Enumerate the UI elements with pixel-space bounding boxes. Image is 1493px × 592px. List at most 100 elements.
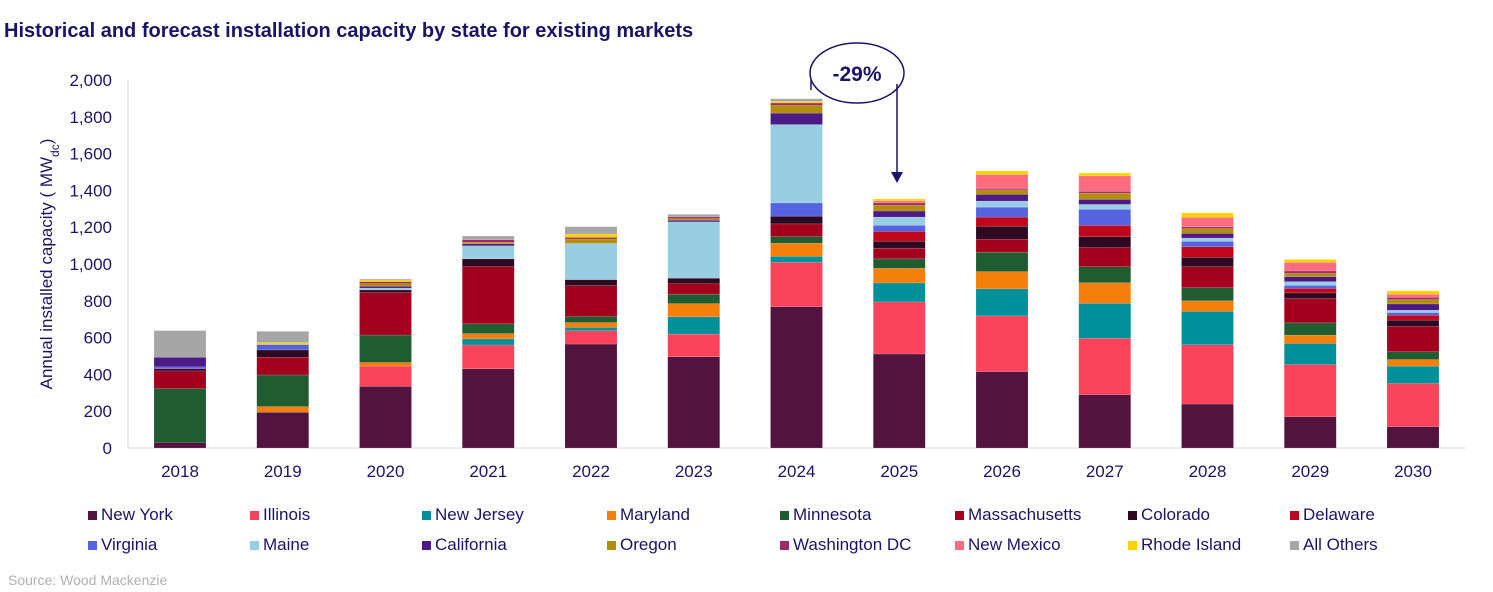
x-tick-label: 2026: [983, 462, 1021, 481]
bar-segment-all-others-2021: [462, 235, 515, 240]
bar-segment-rhode-island-2019: [256, 342, 309, 345]
bar-segment-massachusetts-2022: [564, 285, 618, 317]
bar-segment-new-mexico-2025: [873, 200, 926, 204]
bar-segment-minnesota-2019: [256, 374, 309, 407]
bar-segment-maryland-2021: [462, 333, 515, 340]
x-tick-label: 2024: [778, 462, 816, 481]
bar-segment-new-jersey-2030: [1386, 365, 1440, 384]
bar-segment-maryland-2019: [256, 406, 309, 413]
bar-segment-illinois-2026: [975, 315, 1029, 372]
legend-label: New Mexico: [968, 535, 1061, 554]
bar-segment-illinois-2020: [359, 365, 412, 387]
bar-segment-new-jersey-2028: [1181, 311, 1234, 346]
bar-stack-2019: [256, 331, 309, 449]
bar-segment-maine-2024: [770, 124, 823, 204]
bar-segment-california-2030: [1386, 303, 1440, 311]
y-tick-label: 1,000: [69, 255, 112, 274]
bar-segment-illinois-2022: [564, 330, 618, 345]
bar-segment-delaware-2026: [975, 216, 1029, 227]
bar-segment-colorado-2022: [564, 279, 618, 286]
legend-label: New York: [101, 505, 173, 524]
bar-stack-2023: [667, 214, 720, 449]
bar-segment-new-jersey-2026: [975, 288, 1029, 317]
x-tick-label: 2025: [880, 462, 918, 481]
bar-segment-all-others-2018: [153, 330, 207, 358]
bar-segment-delaware-2029: [1284, 288, 1337, 294]
bar-segment-virginia-2030: [1386, 312, 1440, 316]
bar-segment-new-jersey-2024: [770, 256, 823, 263]
bar-segment-virginia-2028: [1181, 241, 1234, 247]
legend-label: Maine: [263, 535, 310, 554]
legend-swatch: [250, 510, 259, 520]
legend-item-maine: Maine: [250, 535, 309, 555]
bar-segment-maine-2028: [1181, 237, 1234, 242]
x-tick-label: 2029: [1291, 462, 1329, 481]
legend-swatch: [1128, 540, 1137, 550]
bar-segment-minnesota-2026: [975, 251, 1029, 272]
bar-segment-massachusetts-2019: [256, 357, 309, 376]
bar-segment-new-jersey-2022: [564, 327, 618, 332]
bar-segment-maryland-2023: [667, 303, 720, 318]
x-tick-label: 2023: [675, 462, 713, 481]
legend-label: Rhode Island: [1141, 535, 1242, 554]
legend-item-washington-dc: Washington DC: [780, 535, 911, 555]
legend-label: Colorado: [1141, 505, 1210, 524]
bar-segment-new-york-2025: [873, 353, 926, 449]
y-tick-label: 1,400: [69, 181, 112, 200]
bar-segment-maryland-2027: [1078, 282, 1131, 304]
legend-swatch: [955, 510, 964, 520]
bar-segment-new-jersey-2021: [462, 338, 515, 346]
bar-segment-new-york-2023: [667, 356, 720, 449]
bar-segment-maryland-2020: [359, 362, 412, 367]
x-tick-label: 2030: [1394, 462, 1432, 481]
bar-segment-new-york-2022: [564, 343, 618, 449]
bar-segment-new-jersey-2029: [1284, 343, 1337, 365]
source-note: Source: Wood Mackenzie: [8, 572, 168, 588]
bar-segment-virginia-2025: [873, 225, 926, 232]
bar-segment-rhode-island-2029: [1284, 259, 1337, 263]
bar-segment-california-2026: [975, 194, 1029, 202]
bar-segment-colorado-2018: [153, 368, 207, 372]
bar-segment-massachusetts-2018: [153, 370, 207, 389]
legend-label: All Others: [1303, 535, 1378, 554]
bar-segment-massachusetts-2030: [1386, 326, 1440, 353]
bar-segment-colorado-2029: [1284, 292, 1337, 299]
x-tick-label: 2020: [367, 462, 405, 481]
bar-segment-new-mexico-2027: [1078, 175, 1131, 192]
bar-segment-massachusetts-2021: [462, 266, 515, 325]
bar-segment-maine-2023: [667, 221, 720, 279]
bar-segment-delaware-2025: [873, 231, 926, 242]
bar-segment-oregon-2029: [1284, 273, 1337, 277]
bar-segment-rhode-island-2027: [1078, 172, 1131, 177]
bar-segment-illinois-2021: [462, 344, 515, 369]
bar-segment-delaware-2027: [1078, 225, 1131, 238]
chart-title: Historical and forecast installation cap…: [4, 20, 694, 42]
legend-label: Oregon: [620, 535, 677, 554]
x-tick-label: 2028: [1189, 462, 1227, 481]
bar-segment-rhode-island-2020: [359, 279, 412, 282]
bar-segment-oregon-2022: [564, 238, 618, 244]
bar-segment-oregon-2024: [770, 105, 823, 114]
y-tick-label: 400: [84, 365, 112, 384]
bar-segment-colorado-2030: [1386, 319, 1440, 327]
bar-segment-colorado-2024: [770, 215, 823, 225]
bar-segment-new-mexico-2030: [1386, 293, 1440, 298]
legend-swatch: [955, 540, 964, 550]
legend-swatch: [88, 510, 97, 520]
bar-segment-maine-2021: [462, 245, 515, 260]
bar-segment-massachusetts-2029: [1284, 298, 1337, 324]
bar-segment-illinois-2028: [1181, 344, 1234, 405]
bar-segment-new-york-2018: [153, 442, 207, 449]
bar-segment-massachusetts-2026: [975, 238, 1029, 253]
bar-segment-illinois-2023: [667, 333, 720, 357]
x-tick-label: 2019: [264, 462, 302, 481]
legend-swatch: [1290, 510, 1299, 520]
bar-segment-delaware-2028: [1181, 246, 1234, 258]
bar-segment-colorado-2027: [1078, 236, 1131, 248]
y-tick-label: 2,000: [69, 71, 112, 90]
x-tick-label: 2018: [161, 462, 199, 481]
bar-segment-virginia-2027: [1078, 209, 1131, 226]
legend-swatch: [1128, 510, 1137, 520]
bar-segment-minnesota-2029: [1284, 322, 1337, 336]
bar-segment-illinois-2027: [1078, 338, 1131, 395]
